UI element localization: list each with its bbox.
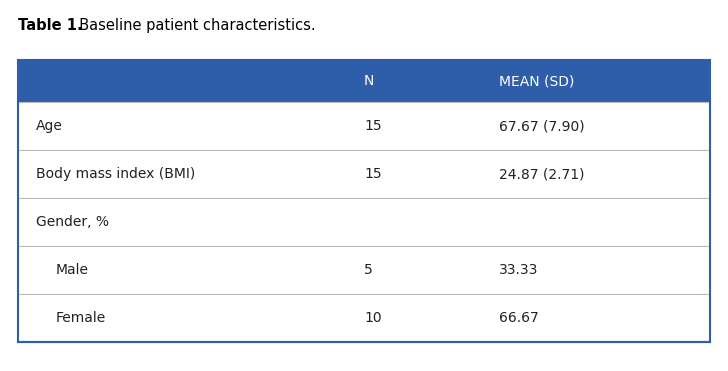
Text: Table 1.: Table 1. (18, 18, 82, 33)
Text: Body mass index (BMI): Body mass index (BMI) (36, 167, 195, 181)
Text: 24.87 (2.71): 24.87 (2.71) (499, 167, 585, 181)
Bar (18, 60, 710, 102)
Text: Female: Female (56, 311, 106, 325)
Text: Male: Male (56, 263, 89, 277)
Text: Gender, %: Gender, % (36, 215, 109, 229)
Bar (18, 60, 710, 342)
Bar (18, 294, 710, 342)
Text: 15: 15 (364, 119, 381, 133)
Text: Baseline patient characteristics.: Baseline patient characteristics. (70, 18, 316, 33)
Text: 15: 15 (364, 167, 381, 181)
Text: 33.33: 33.33 (499, 263, 538, 277)
Bar (18, 150, 710, 198)
Text: 67.67 (7.90): 67.67 (7.90) (499, 119, 585, 133)
Text: Age: Age (36, 119, 63, 133)
Text: 66.67: 66.67 (499, 311, 539, 325)
Text: 10: 10 (364, 311, 381, 325)
Text: 5: 5 (364, 263, 373, 277)
Bar (18, 246, 710, 294)
Text: MEAN (SD): MEAN (SD) (499, 74, 574, 88)
Bar (18, 198, 710, 246)
Text: N: N (364, 74, 374, 88)
Bar (18, 102, 710, 150)
